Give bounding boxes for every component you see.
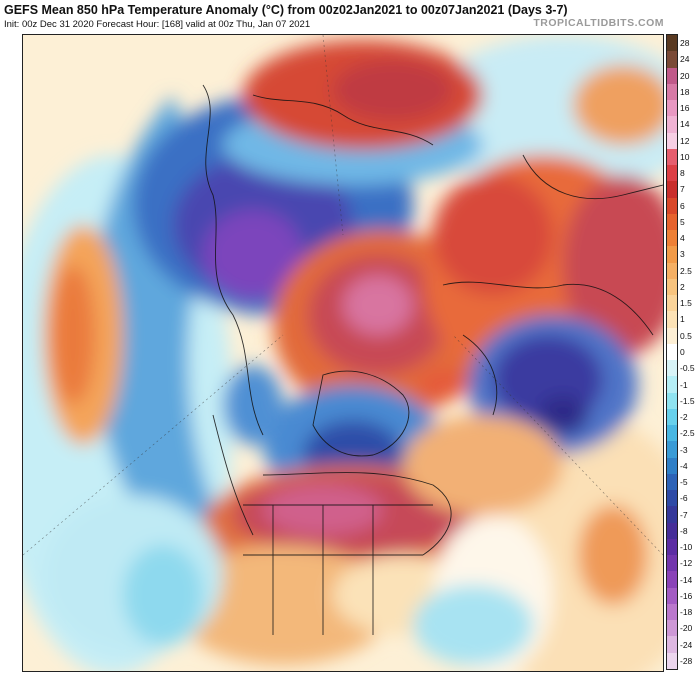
colorbar-swatch bbox=[667, 425, 677, 442]
colorbar-swatch bbox=[667, 100, 677, 117]
colorbar-tick-label: 18 bbox=[680, 86, 690, 97]
colorbar-tick-label: -4 bbox=[680, 460, 688, 471]
colorbar-swatch bbox=[667, 197, 677, 215]
colorbar-tick-label: 5 bbox=[680, 216, 685, 227]
colorbar-tick-label: -3 bbox=[680, 444, 688, 455]
colorbar-tick-label: -1 bbox=[680, 379, 688, 390]
colorbar-swatch bbox=[667, 295, 677, 312]
colorbar-tick-label: -16 bbox=[680, 590, 693, 601]
colorbar-swatch bbox=[667, 571, 677, 589]
colorbar-tick-label: 0 bbox=[680, 347, 685, 357]
colorbar-swatch bbox=[667, 148, 677, 166]
colorbar-tick-label: -2.5 bbox=[680, 428, 695, 439]
colorbar-swatch bbox=[667, 490, 677, 507]
colorbar-tick-label: -5 bbox=[680, 477, 688, 488]
colorbar-swatch bbox=[667, 636, 677, 654]
colorbar-tick-label: 1 bbox=[680, 314, 685, 325]
anomaly-map-graphic bbox=[23, 35, 663, 671]
colorbar-swatch bbox=[667, 538, 677, 556]
colorbar-swatch bbox=[667, 587, 677, 605]
colorbar-tick-label: -14 bbox=[680, 574, 693, 585]
colorbar-tick-label: -8 bbox=[680, 525, 688, 536]
colorbar-swatch bbox=[667, 181, 677, 199]
colorbar-swatch bbox=[667, 408, 677, 426]
colorbar-tick-label: 6 bbox=[680, 200, 685, 211]
colorbar-swatch bbox=[667, 51, 677, 68]
colorbar-tick-label: 3 bbox=[680, 249, 685, 260]
colorbar bbox=[666, 34, 678, 670]
colorbar-swatch bbox=[667, 327, 677, 345]
anomaly-map bbox=[22, 34, 664, 672]
chart-subtitle: Init: 00z Dec 31 2020 Forecast Hour: [16… bbox=[4, 19, 311, 30]
colorbar-swatch bbox=[667, 473, 677, 491]
colorbar-tick-label: -18 bbox=[680, 607, 693, 618]
colorbar-swatch bbox=[667, 603, 677, 621]
colorbar-tick-label: 1.5 bbox=[680, 298, 692, 309]
header: GEFS Mean 850 hPa Temperature Anomaly (°… bbox=[0, 0, 700, 34]
colorbar-tick-label: 16 bbox=[680, 103, 690, 114]
colorbar-tick-label: -28 bbox=[680, 655, 693, 666]
colorbar-swatch bbox=[667, 83, 677, 101]
colorbar-tick-label: 8 bbox=[680, 168, 685, 179]
colorbar-swatch bbox=[667, 262, 677, 280]
colorbar-swatch bbox=[667, 376, 677, 394]
colorbar-tick-label: 12 bbox=[680, 135, 690, 146]
colorbar-swatch bbox=[667, 392, 677, 410]
colorbar-tick-label: -20 bbox=[680, 623, 693, 634]
colorbar-swatch bbox=[667, 522, 677, 540]
coastlines bbox=[202, 84, 663, 635]
colorbar-tick-label: 28 bbox=[680, 38, 690, 49]
colorbar-tick-label: -24 bbox=[680, 639, 693, 650]
colorbar-tick-label: 20 bbox=[680, 70, 690, 81]
colorbar-tick-label: -2 bbox=[680, 412, 688, 423]
colorbar-swatch bbox=[667, 213, 677, 231]
brand-watermark[interactable]: TROPICALTIDBITS.COM bbox=[533, 17, 664, 29]
colorbar-tick-label: -10 bbox=[680, 542, 693, 553]
colorbar-tick-label: -1.5 bbox=[680, 395, 695, 406]
colorbar-swatch bbox=[667, 116, 677, 134]
colorbar-swatch bbox=[667, 555, 677, 572]
chart-title: GEFS Mean 850 hPa Temperature Anomaly (°… bbox=[4, 3, 568, 17]
colorbar-swatch bbox=[667, 360, 677, 377]
colorbar-tick-label: -12 bbox=[680, 558, 693, 569]
colorbar-tick-label: 10 bbox=[680, 151, 690, 162]
colorbar-tick-label: -0.5 bbox=[680, 363, 695, 374]
colorbar-swatch bbox=[667, 620, 677, 637]
colorbar-tick-label: -7 bbox=[680, 509, 688, 520]
graticule bbox=[23, 35, 663, 556]
colorbar-swatch bbox=[667, 246, 677, 264]
colorbar-tick-label: 2 bbox=[680, 281, 685, 292]
colorbar-tick-label: 0.5 bbox=[680, 330, 692, 341]
colorbar-tick-label: 14 bbox=[680, 119, 690, 130]
colorbar-swatch bbox=[667, 230, 677, 247]
colorbar-swatch bbox=[667, 652, 677, 670]
anomaly-fields bbox=[23, 35, 663, 671]
colorbar-swatch bbox=[667, 35, 677, 52]
colorbar-swatch bbox=[667, 457, 677, 475]
colorbar-swatch bbox=[667, 165, 677, 182]
colorbar-tick-label: 24 bbox=[680, 54, 690, 65]
colorbar-swatch bbox=[667, 506, 677, 524]
colorbar-swatch bbox=[667, 311, 677, 329]
colorbar-swatch bbox=[667, 67, 677, 85]
colorbar-swatch bbox=[667, 343, 677, 361]
colorbar-tick-label: 2.5 bbox=[680, 265, 692, 276]
colorbar-tick-label: -6 bbox=[680, 493, 688, 504]
colorbar-swatch bbox=[667, 132, 677, 150]
colorbar-swatch bbox=[667, 441, 677, 459]
colorbar-swatch bbox=[667, 278, 677, 296]
colorbar-tick-label: 4 bbox=[680, 233, 685, 244]
colorbar-tick-label: 7 bbox=[680, 184, 685, 195]
